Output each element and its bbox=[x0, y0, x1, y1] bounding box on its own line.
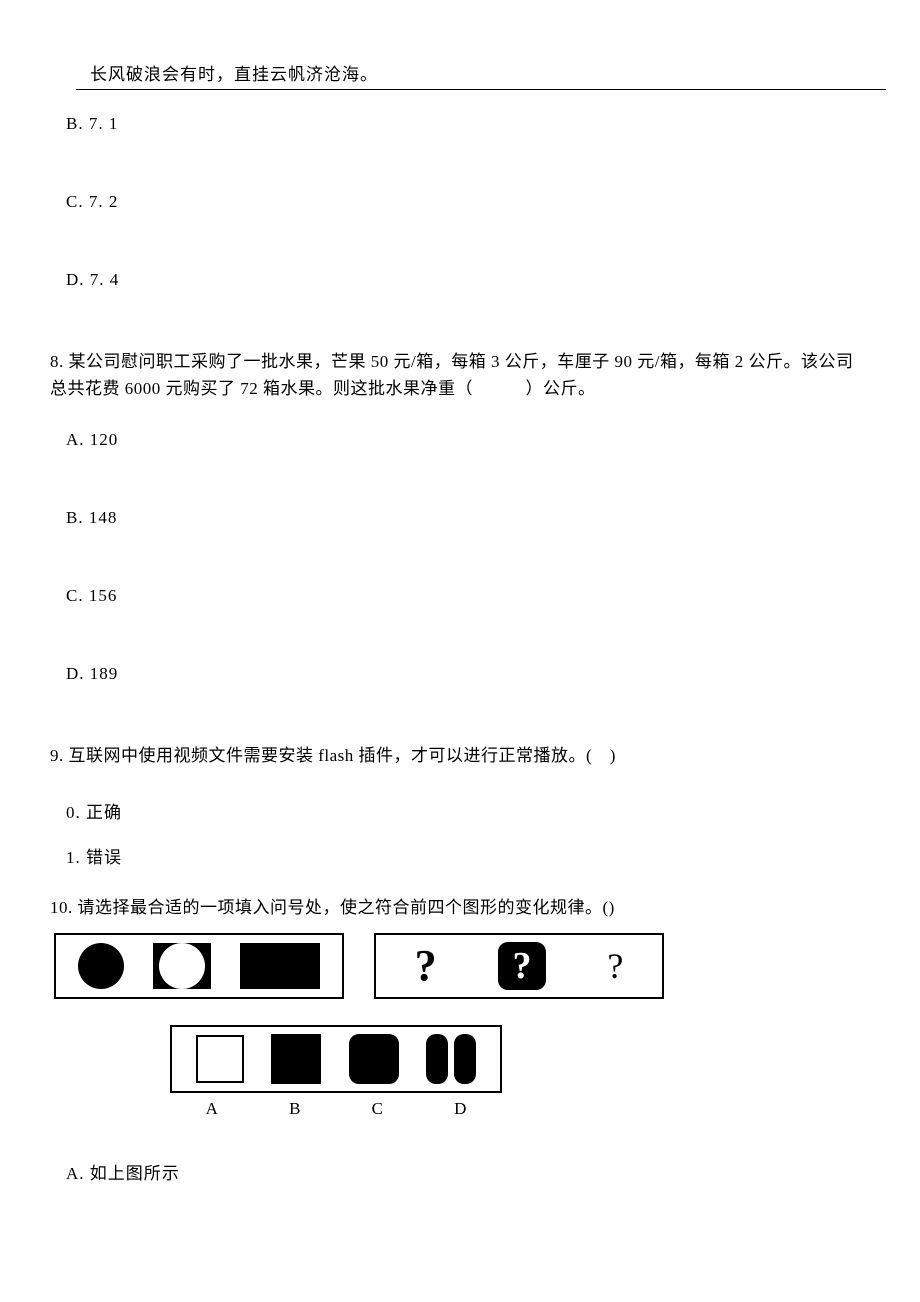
q10-answer-panel bbox=[170, 1025, 502, 1093]
qmark-light-icon: ? bbox=[607, 945, 623, 987]
q7-option-c: C. 7. 2 bbox=[66, 192, 870, 212]
q8-option-a: A. 120 bbox=[66, 430, 870, 450]
q9-option-0: 0. 正确 bbox=[66, 798, 870, 823]
answer-shape-d bbox=[426, 1034, 476, 1084]
q8-option-c: C. 156 bbox=[66, 586, 870, 606]
q9-option-1: 1. 错误 bbox=[66, 843, 870, 868]
q10-figure-row: ? ? ? bbox=[54, 933, 870, 999]
q10-right-panel: ? ? ? bbox=[374, 933, 664, 999]
header-underline bbox=[76, 89, 886, 90]
label-c: C bbox=[372, 1099, 383, 1119]
label-d: D bbox=[454, 1099, 466, 1119]
q10-text: 10. 请选择最合适的一项填入问号处，使之符合前四个图形的变化规律。() bbox=[50, 894, 870, 921]
label-b: B bbox=[289, 1099, 300, 1119]
q8-text: 8. 某公司慰问职工采购了一批水果，芒果 50 元/箱，每箱 3 公斤，车厘子 … bbox=[50, 348, 870, 402]
shape-black-circle bbox=[78, 943, 124, 989]
q8-option-d: D. 189 bbox=[66, 664, 870, 684]
q10-answer-labels: A B C D bbox=[170, 1099, 502, 1119]
qmark-bold-icon: ? bbox=[415, 940, 437, 991]
q7-option-b: B. 7. 1 bbox=[66, 114, 870, 134]
label-a: A bbox=[206, 1099, 218, 1119]
q10-answer-wrap: A B C D bbox=[170, 1025, 870, 1119]
q7-option-d: D. 7. 4 bbox=[66, 270, 870, 290]
shape-concave bbox=[153, 943, 211, 989]
q10-option-a: A. 如上图所示 bbox=[66, 1159, 870, 1184]
q9-text: 9. 互联网中使用视频文件需要安装 flash 插件，才可以进行正常播放。( ) bbox=[50, 742, 870, 769]
q8-option-b: B. 148 bbox=[66, 508, 870, 528]
header-motto: 长风破浪会有时，直挂云帆济沧海。 bbox=[90, 60, 870, 89]
qmark-in-square-icon: ? bbox=[498, 942, 546, 990]
answer-shape-a bbox=[196, 1035, 244, 1083]
answer-shape-b bbox=[271, 1034, 321, 1084]
answer-shape-c bbox=[349, 1034, 399, 1084]
q10-left-panel bbox=[54, 933, 344, 999]
page-header: 长风破浪会有时，直挂云帆济沧海。 bbox=[90, 60, 870, 90]
shape-black-rect bbox=[240, 943, 320, 989]
